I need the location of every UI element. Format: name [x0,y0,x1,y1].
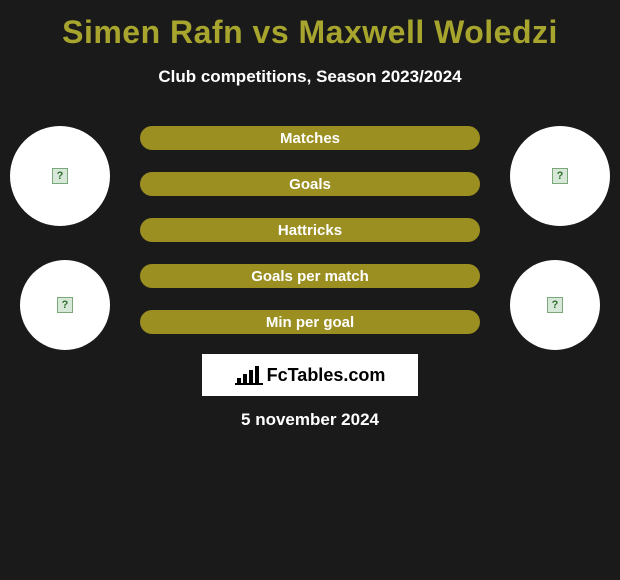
stat-bar-hattricks: Hattricks [140,218,480,242]
broken-image-icon: ? [52,168,68,184]
stat-bar-matches: Matches [140,126,480,150]
bars-chart-icon [235,364,263,386]
page-subtitle: Club competitions, Season 2023/2024 [0,67,620,87]
stat-bar-goals: Goals [140,172,480,196]
avatar-player1-bottom: ? [20,260,110,350]
stat-bar-goals-per-match: Goals per match [140,264,480,288]
brand-badge: FcTables.com [202,354,418,396]
broken-image-icon: ? [552,168,568,184]
page-title: Simen Rafn vs Maxwell Woledzi [0,0,620,51]
brand-text: FcTables.com [267,365,386,386]
avatar-player1-top: ? [10,126,110,226]
stat-bar-min-per-goal: Min per goal [140,310,480,334]
date-label: 5 november 2024 [0,410,620,430]
broken-image-icon: ? [57,297,73,313]
avatar-player2-top: ? [510,126,610,226]
broken-image-icon: ? [547,297,563,313]
avatar-player2-bottom: ? [510,260,600,350]
stat-bars: Matches Goals Hattricks Goals per match … [140,126,480,356]
